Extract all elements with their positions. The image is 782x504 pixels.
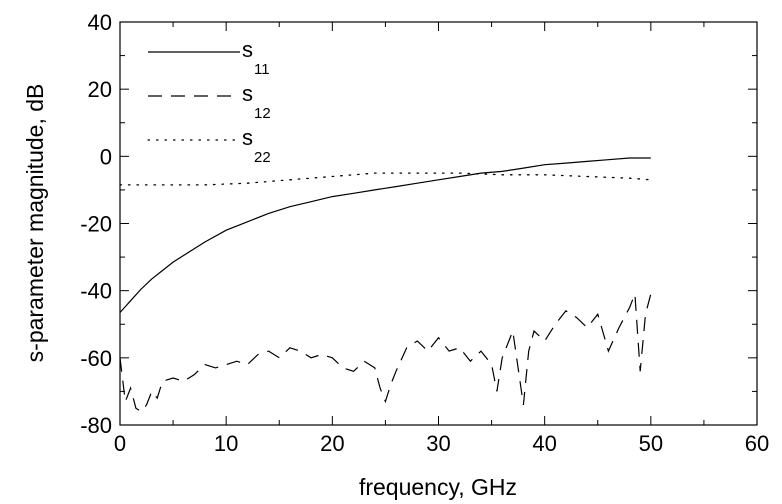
x-tick-label: 10: [214, 431, 238, 456]
x-tick-label: 50: [639, 431, 663, 456]
y-tick-label: 0: [100, 144, 112, 169]
legend-subscript-s12: 12: [254, 105, 271, 122]
y-tick-label: 20: [88, 77, 112, 102]
series-line-s11: [119, 157, 651, 313]
x-axis-title: frequency, GHz: [359, 474, 517, 500]
legend-label-s22: s: [242, 125, 253, 150]
y-tick-label: -40: [80, 279, 112, 304]
x-tick-label: 0: [114, 431, 126, 456]
axis-ticks: [119, 21, 758, 426]
y-tick-label: -20: [80, 212, 112, 237]
legend-subscript-s11: 11: [254, 61, 270, 78]
x-tick-label: 20: [320, 431, 344, 456]
y-tick-label: 40: [88, 10, 112, 35]
y-tick-label: -60: [80, 346, 112, 371]
y-tick-label: -80: [80, 413, 112, 438]
series-line-s22: [119, 172, 652, 186]
series-line-s12: [119, 293, 652, 413]
plot-frame: [119, 21, 758, 426]
y-axis-title: s-parameter magnitude, dB: [22, 84, 48, 363]
x-tick-labels: 0 10 20 30 40 50 60: [114, 431, 769, 456]
x-tick-label: 40: [532, 431, 556, 456]
legend-label-s12: s: [242, 81, 253, 106]
x-tick-label: 60: [745, 431, 769, 456]
legend-subscript-s22: 22: [254, 149, 271, 166]
legend-label-s11: s: [242, 37, 253, 62]
y-tick-labels: -80 -60 -40 -20 0 20 40: [80, 10, 112, 438]
series-layer: [119, 157, 652, 413]
x-tick-label: 30: [426, 431, 450, 456]
